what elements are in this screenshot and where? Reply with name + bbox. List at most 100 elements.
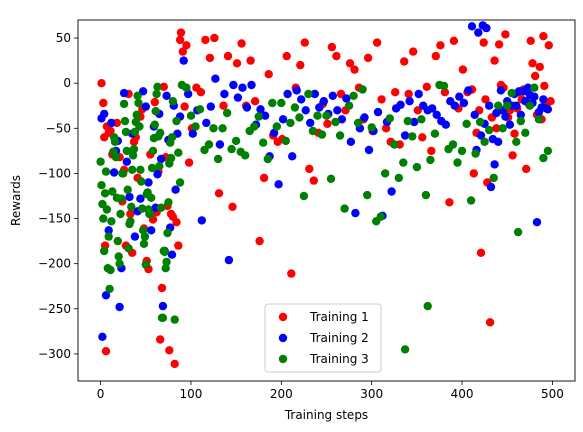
data-point	[469, 169, 478, 178]
data-point	[174, 241, 183, 250]
data-point	[97, 79, 106, 88]
data-point	[268, 98, 277, 108]
data-point	[125, 192, 134, 202]
data-point	[430, 129, 440, 138]
data-point	[543, 105, 553, 114]
data-point	[508, 151, 517, 160]
data-point	[148, 146, 158, 156]
data-point	[539, 153, 548, 163]
data-point	[466, 196, 476, 205]
data-point	[210, 33, 219, 43]
y-tick-label: −200	[38, 257, 71, 271]
data-point	[153, 170, 162, 179]
data-point	[351, 208, 360, 218]
data-point	[119, 99, 129, 109]
data-point	[111, 153, 121, 162]
data-point	[126, 217, 135, 226]
data-point	[186, 111, 196, 120]
legend-marker	[278, 312, 288, 322]
data-point	[530, 92, 539, 101]
data-point	[299, 191, 309, 201]
data-point	[227, 144, 236, 154]
data-point	[278, 115, 288, 124]
data-point	[178, 47, 187, 56]
data-point	[376, 212, 385, 221]
data-point	[367, 123, 376, 132]
data-point	[172, 218, 181, 227]
data-point	[213, 154, 223, 164]
data-point	[107, 217, 116, 226]
data-point	[137, 177, 146, 186]
data-point	[184, 158, 194, 167]
data-point	[152, 89, 161, 99]
data-point	[310, 89, 319, 99]
y-tick-label: 0	[63, 76, 71, 90]
data-point	[535, 62, 544, 72]
data-point	[158, 313, 168, 322]
data-point	[162, 257, 171, 267]
data-point	[115, 302, 124, 312]
data-point	[474, 28, 483, 37]
data-point	[282, 51, 291, 61]
data-point	[531, 71, 540, 81]
data-point	[120, 116, 130, 126]
y-axis-label: Rewards	[9, 175, 23, 226]
data-point	[412, 162, 422, 172]
data-point	[544, 41, 553, 50]
data-point	[381, 169, 390, 178]
data-point	[166, 153, 176, 163]
data-point	[135, 122, 144, 131]
data-point	[363, 53, 373, 63]
data-point	[123, 185, 132, 194]
data-point	[457, 146, 467, 156]
data-point	[439, 81, 449, 91]
data-point	[431, 51, 440, 61]
data-point	[372, 38, 382, 47]
data-point	[229, 80, 238, 90]
data-point	[106, 126, 115, 136]
data-point	[138, 226, 148, 235]
data-point	[223, 51, 233, 61]
data-point	[532, 218, 542, 227]
data-point	[349, 91, 358, 101]
data-point	[467, 22, 477, 31]
data-point	[113, 236, 123, 246]
data-point	[214, 189, 224, 198]
data-point	[503, 101, 512, 110]
data-point	[124, 244, 133, 253]
data-point	[171, 185, 180, 194]
data-point	[151, 107, 160, 116]
points-layer	[96, 21, 555, 369]
data-point	[146, 209, 155, 219]
x-axis-label: Training steps	[284, 408, 368, 422]
data-point	[512, 101, 521, 110]
data-point	[332, 51, 341, 61]
plot-frame	[77, 19, 576, 382]
data-point	[259, 138, 268, 147]
data-point	[494, 101, 503, 110]
data-point	[209, 124, 218, 133]
data-point	[159, 82, 168, 92]
data-point	[458, 65, 468, 74]
data-point	[342, 94, 351, 103]
data-point	[480, 137, 489, 146]
data-point	[296, 60, 305, 70]
data-point	[464, 86, 473, 95]
data-point	[423, 301, 432, 311]
data-point	[492, 108, 501, 118]
data-point	[337, 115, 347, 124]
data-point	[528, 59, 537, 68]
data-point	[427, 146, 436, 156]
data-point	[108, 187, 117, 196]
data-point	[526, 36, 535, 45]
data-point	[333, 106, 342, 115]
data-point	[157, 283, 167, 293]
data-point	[440, 88, 450, 97]
data-point	[175, 35, 185, 45]
data-point	[156, 203, 166, 212]
y-tick-label: −150	[38, 212, 71, 226]
data-point	[121, 127, 131, 137]
data-point	[450, 101, 459, 110]
data-point	[377, 95, 386, 104]
data-point	[264, 70, 273, 79]
